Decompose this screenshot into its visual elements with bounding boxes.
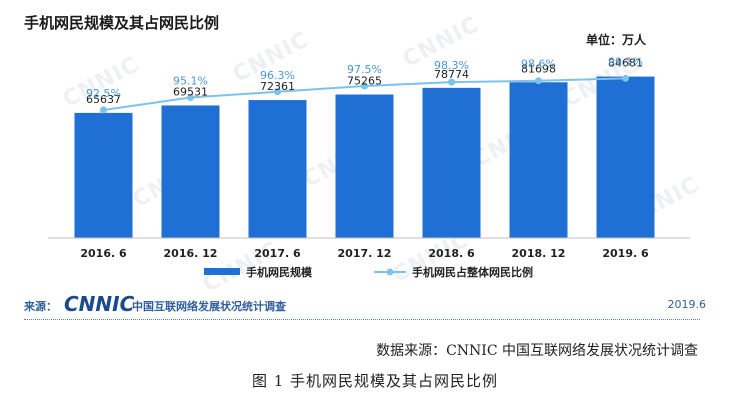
bars-group (74, 76, 655, 238)
ratio-point (187, 94, 194, 102)
x-tick-label: 2017. 6 (254, 247, 301, 260)
ratio-point (622, 74, 629, 82)
source-prefix: 来源： (24, 300, 57, 313)
legend-bar-swatch (204, 268, 240, 275)
ratio-point (100, 106, 107, 114)
bar (74, 112, 133, 238)
source-org: 中国互联网络发展状况统计调查 (132, 300, 286, 313)
ratio-value-label: 96.3% (260, 69, 295, 82)
bar (161, 105, 220, 238)
ratio-point (448, 78, 455, 86)
figure-caption: 图 1 手机网民规模及其占网民比例 (251, 372, 499, 390)
ratio-value-label: 99.1% (608, 55, 643, 68)
legend: 手机网民规模 手机网民占整体网民比例 (204, 265, 533, 279)
bar-value-label: 75265 (347, 75, 382, 88)
ratio-value-label: 98.6% (521, 58, 556, 71)
chart-title: 手机网民规模及其占网民比例 (24, 14, 220, 32)
bar-value-label: 65637 (86, 93, 121, 106)
legend-line-marker (386, 268, 394, 276)
ratio-point (535, 77, 542, 85)
bar-value-label: 84681 (608, 57, 643, 70)
bar (248, 100, 307, 238)
bar-value-label: 72361 (260, 80, 295, 93)
ratio-point (361, 82, 368, 90)
ratio-value-label: 97.5% (347, 63, 382, 76)
ratio-line-group (100, 74, 629, 114)
source-date: 2019.6 (667, 298, 707, 311)
ratio-value-label: 92.5% (86, 87, 121, 100)
bar (509, 82, 568, 238)
x-tick-label: 2016. 12 (164, 247, 218, 260)
source-bar: 来源： CNNIC 中国互联网络发展状况统计调查 2019.6 (24, 292, 724, 318)
divider (24, 319, 700, 320)
x-tick-label: 2016. 6 (80, 247, 127, 260)
bar-value-label: 69531 (173, 85, 208, 98)
legend-bar-label: 手机网民规模 (246, 265, 313, 279)
bar-value-label: 81698 (521, 62, 556, 75)
bar (596, 76, 655, 238)
legend-line-label: 手机网民占整体网民比例 (412, 265, 533, 279)
x-tick-label: 2018. 6 (428, 247, 475, 260)
ratio-value-label: 98.3% (434, 59, 469, 72)
x-tick-label: 2017. 12 (338, 247, 392, 260)
x-tick-labels: 2016. 6 2016. 12 2017. 6 2017. 12 2018. 6 201… (80, 247, 649, 260)
ratio-value-label: 95.1% (173, 75, 208, 88)
data-source-note: 数据来源：CNNIC 中国互联网络发展状况统计调查 (376, 343, 698, 359)
cnnic-logo: CNNIC (64, 292, 135, 316)
x-tick-label: 2019. 6 (602, 247, 649, 260)
bar (335, 94, 394, 238)
unit-label: 单位：万人 (586, 33, 647, 47)
ratio-point (274, 88, 281, 96)
x-tick-label: 2018. 12 (512, 247, 566, 260)
bar-value-label: 78774 (434, 68, 469, 81)
bar (422, 87, 481, 238)
